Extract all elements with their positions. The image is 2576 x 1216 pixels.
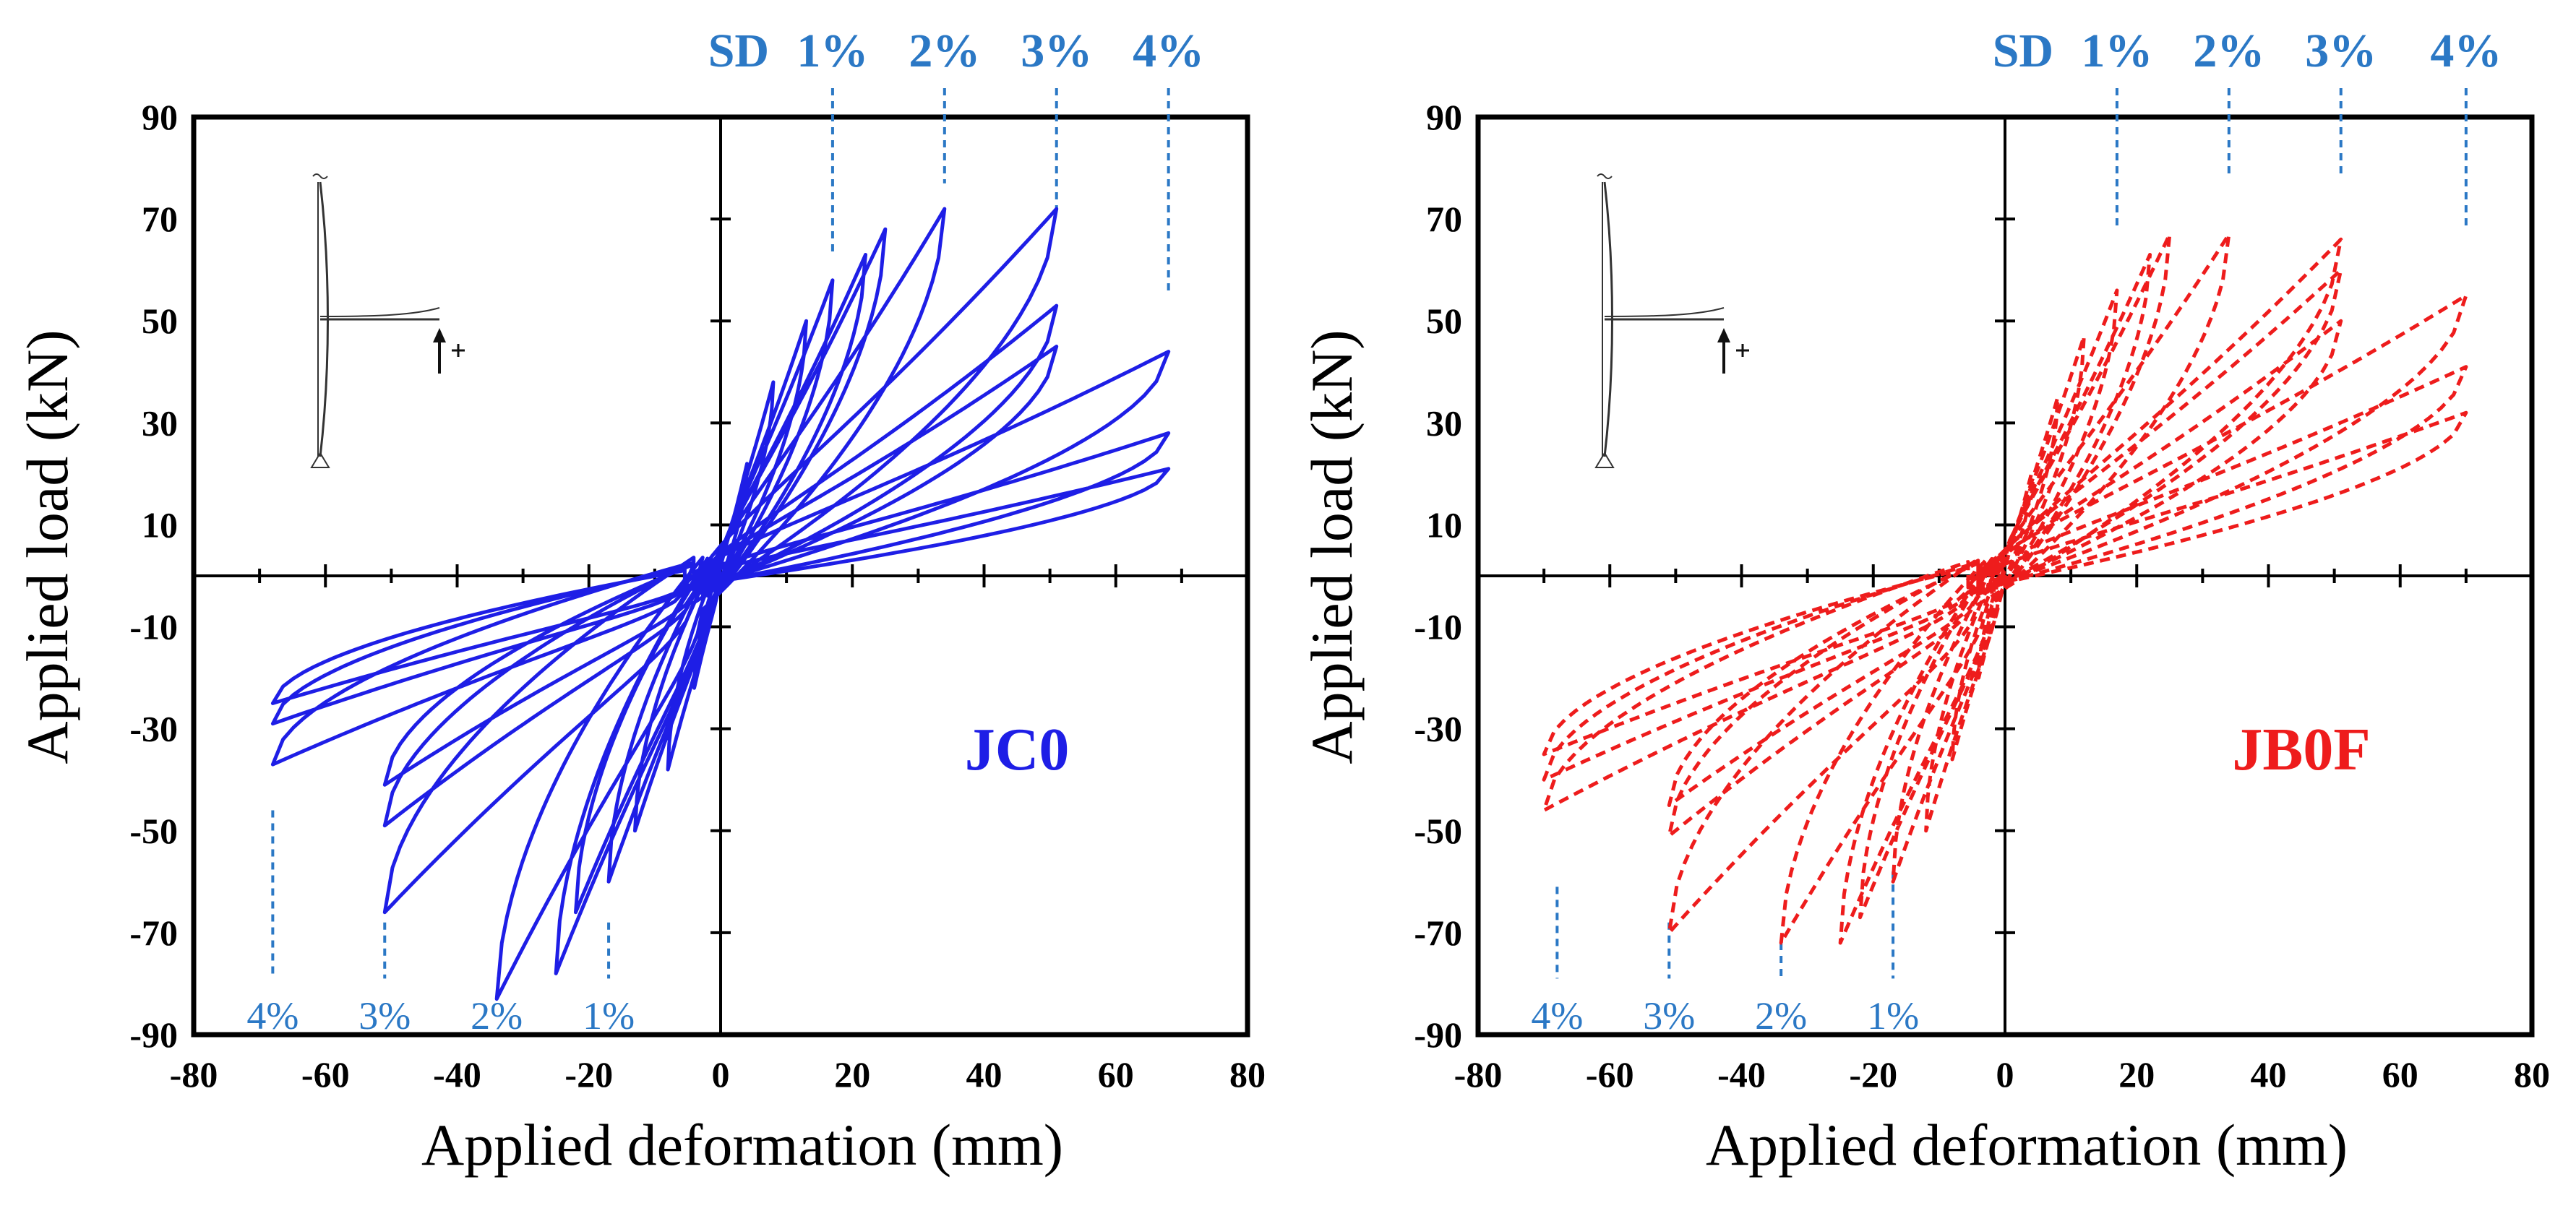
x-tick-label: -20 xyxy=(1849,1054,1897,1095)
x-tick-label: -40 xyxy=(1717,1054,1766,1095)
bottom-drift-label: 2% xyxy=(1755,994,1807,1038)
top-drift-label: 3% xyxy=(1021,25,1092,77)
y-tick-label: -10 xyxy=(129,607,178,647)
specimen-label: JC0 xyxy=(965,716,1070,783)
x-tick-label: -60 xyxy=(301,1054,350,1095)
bottom-drift-label: 3% xyxy=(1643,994,1695,1038)
x-tick-label: -80 xyxy=(1454,1054,1503,1095)
beam-deflected xyxy=(1604,307,1725,317)
x-tick-label: 40 xyxy=(966,1054,1003,1095)
top-drift-label: 1% xyxy=(2081,25,2152,77)
x-tick-label: -60 xyxy=(1586,1054,1634,1095)
x-tick-label: -80 xyxy=(170,1054,218,1095)
x-axis-title: Applied deformation (mm) xyxy=(421,1112,1063,1178)
top-drift-label: 2% xyxy=(909,25,980,77)
top-drift-label: 1% xyxy=(797,25,868,77)
roller-support-icon xyxy=(1597,173,1613,179)
y-tick-label: -70 xyxy=(1414,913,1462,953)
x-tick-label: 20 xyxy=(834,1054,870,1095)
y-tick-label: -10 xyxy=(1414,607,1462,647)
hysteresis-curve xyxy=(270,207,1171,1001)
y-tick-label: 90 xyxy=(1426,97,1462,137)
x-tick-label: 0 xyxy=(1996,1054,2014,1095)
x-tick-label: 60 xyxy=(1098,1054,1134,1095)
top-drift-label: SD xyxy=(708,25,769,77)
roller-support-icon xyxy=(312,173,328,179)
pin-support-icon xyxy=(1594,452,1615,468)
x-axis-title: Applied deformation (mm) xyxy=(1706,1112,2348,1178)
y-tick-label: -30 xyxy=(129,709,178,749)
panel-jc0: -80 -60 -40 -20 0 20 40 60 80 90 70 50 30 10 -10 -30 -50… xyxy=(14,25,1266,1178)
y-tick-label: -50 xyxy=(1414,811,1462,851)
y-axis-title: Applied load (kN) xyxy=(1299,329,1365,764)
y-tick-label: -90 xyxy=(129,1014,178,1055)
setup-sketch-icon xyxy=(310,173,465,468)
pin-support-icon xyxy=(310,452,330,468)
y-tick-label: 30 xyxy=(1426,402,1462,443)
panel-jb0f: -80 -60 -40 -20 0 20 40 60 80 90 70 50 30 10 -10 -30 -50… xyxy=(1299,25,2550,1178)
x-tick-label: 60 xyxy=(2382,1054,2418,1095)
top-drift-label: 4% xyxy=(1133,25,1204,77)
top-drift-label: 2% xyxy=(2193,25,2264,77)
bottom-drift-label: 2% xyxy=(471,994,523,1038)
y-tick-label: 10 xyxy=(1426,504,1462,545)
x-tick-label: 80 xyxy=(2514,1054,2550,1095)
x-tick-label: -40 xyxy=(433,1054,481,1095)
y-tick-label: 50 xyxy=(142,301,178,341)
beam-deflected xyxy=(319,307,440,317)
bottom-drift-label: 4% xyxy=(1531,994,1583,1038)
x-tick-label: 0 xyxy=(712,1054,730,1095)
load-arrow-head-icon xyxy=(1717,328,1730,342)
y-tick-label: 70 xyxy=(1426,199,1462,239)
y-tick-label: 30 xyxy=(142,402,178,443)
bottom-drift-label: 3% xyxy=(359,994,411,1038)
y-tick-label: 70 xyxy=(142,199,178,239)
y-tick-label: 10 xyxy=(142,504,178,545)
y-tick-label: 50 xyxy=(1426,301,1462,341)
y-axis-title: Applied load (kN) xyxy=(14,329,80,764)
x-tick-label: 80 xyxy=(1229,1054,1266,1095)
x-tick-label: 40 xyxy=(2251,1054,2287,1095)
top-drift-label: 3% xyxy=(2305,25,2377,77)
top-drift-label: 4% xyxy=(2430,25,2502,77)
y-tick-label: -70 xyxy=(129,913,178,953)
y-tick-label: -50 xyxy=(129,811,178,851)
y-tick-label: -30 xyxy=(1414,709,1462,749)
bottom-drift-label: 1% xyxy=(1867,994,1919,1038)
y-tick-label: 90 xyxy=(142,97,178,137)
x-tick-label: 20 xyxy=(2118,1054,2155,1095)
setup-sketch-icon xyxy=(1594,173,1749,468)
load-arrow-head-icon xyxy=(433,328,446,342)
top-drift-label: SD xyxy=(1993,25,2053,77)
x-tick-label: -20 xyxy=(564,1054,613,1095)
hysteresis-curve xyxy=(1542,232,2468,945)
bottom-drift-label: 4% xyxy=(246,994,299,1038)
bottom-drift-label: 1% xyxy=(583,994,635,1038)
specimen-label: JB0F xyxy=(2232,716,2370,783)
y-tick-label: -90 xyxy=(1414,1014,1462,1055)
